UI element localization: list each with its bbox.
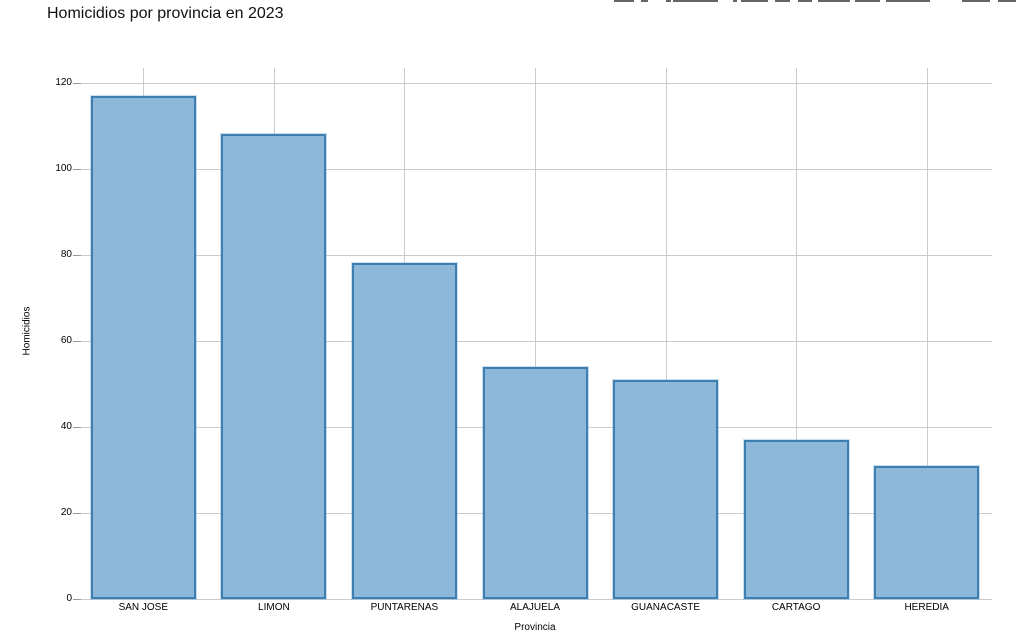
y-tick-label: 60 <box>60 334 72 346</box>
chart-title: Homicidios por provincia en 2023 <box>47 5 284 22</box>
y-tick-mark <box>73 82 81 84</box>
x-gridline <box>665 68 667 599</box>
x-tick-label: PUNTARENAS <box>370 602 439 613</box>
x-tick-label: HEREDIA <box>904 602 949 613</box>
bar-san-jose <box>90 95 196 599</box>
bar-cartago <box>743 439 849 599</box>
x-gridline <box>926 68 928 599</box>
y-gridline <box>78 599 992 600</box>
y-tick-mark <box>73 168 81 170</box>
x-gridline <box>535 68 536 599</box>
y-tick-label: 120 <box>55 76 72 88</box>
x-tick-label: ALAJUELA <box>509 602 561 613</box>
y-axis-title: Homicidios <box>21 306 33 356</box>
x-gridline <box>796 68 798 599</box>
bar-alajuela <box>482 366 588 599</box>
y-tick-label: 40 <box>60 420 72 432</box>
y-tick-label: 20 <box>60 507 72 518</box>
y-tick-mark <box>73 340 81 342</box>
y-tick-mark <box>73 254 81 256</box>
y-tick-label: 100 <box>55 162 72 174</box>
x-tick-label: SAN JOSE <box>118 602 169 613</box>
x-tick-label: LIMON <box>258 602 290 613</box>
bar-guanacaste <box>613 379 719 599</box>
bar-puntarenas <box>351 263 457 599</box>
x-tick-label: CARTAGO <box>771 602 821 613</box>
y-tick-label: 0 <box>66 593 72 604</box>
y-tick-label: 80 <box>60 248 72 260</box>
y-tick-mark <box>73 513 81 514</box>
bar-limon <box>221 134 327 599</box>
y-tick-mark <box>73 599 81 600</box>
x-axis-title: Provincia <box>514 622 556 633</box>
bar-heredia <box>874 465 980 599</box>
cropped-content-artifact <box>0 0 1020 2</box>
y-tick-mark <box>73 426 81 428</box>
x-tick-label: GUANACASTE <box>631 602 701 613</box>
